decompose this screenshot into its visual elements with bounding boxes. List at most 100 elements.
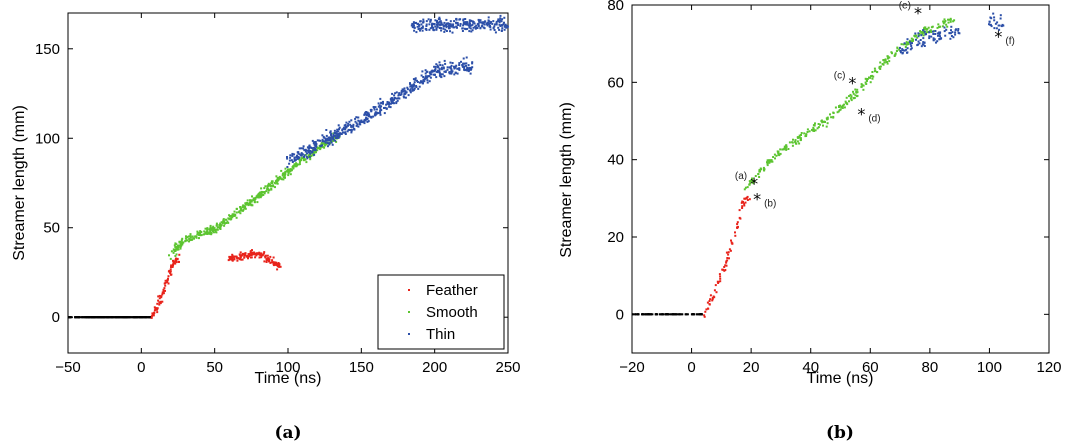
- data-point-thin: [300, 153, 303, 156]
- data-point-feather: [158, 301, 161, 304]
- data-point-thin: [330, 132, 333, 135]
- data-point-smooth: [210, 232, 213, 234]
- data-point-smooth: [803, 132, 806, 135]
- data-point-smooth: [181, 243, 184, 246]
- data-point-thin: [448, 66, 451, 69]
- data-point-thin: [919, 39, 922, 41]
- data-point-thin: [348, 129, 351, 131]
- data-point-thin: [415, 86, 418, 88]
- data-point-smooth: [249, 199, 251, 202]
- data-point-thin: [330, 135, 333, 138]
- data-point-pre: [132, 316, 135, 319]
- data-point-smooth: [184, 237, 187, 240]
- data-point-feather: [744, 197, 747, 200]
- data-point-thin: [474, 25, 477, 28]
- data-point-thin: [289, 154, 292, 157]
- data-point-thin: [471, 62, 474, 65]
- data-point-thin: [485, 23, 488, 26]
- data-point-smooth: [246, 199, 249, 202]
- data-point-smooth: [259, 194, 262, 196]
- data-point-thin: [314, 141, 317, 144]
- data-point-smooth: [210, 233, 213, 236]
- data-point-smooth: [267, 184, 270, 187]
- data-point-thin: [932, 33, 935, 35]
- data-point-thin: [434, 67, 437, 70]
- data-point-thin: [370, 116, 373, 119]
- data-point-smooth: [332, 132, 335, 135]
- data-point-thin: [370, 110, 373, 112]
- data-point-thin: [468, 67, 471, 70]
- data-point-thin: [462, 18, 465, 21]
- data-point-feather: [748, 198, 751, 201]
- data-point-thin: [329, 130, 332, 133]
- data-point-thin: [355, 124, 358, 127]
- data-point-thin: [934, 33, 937, 35]
- data-point-smooth: [876, 71, 878, 73]
- data-point-feather: [272, 262, 275, 265]
- data-point-thin: [326, 139, 329, 142]
- data-point-smooth: [952, 20, 955, 23]
- legend-entry-thin: Thin: [408, 326, 455, 343]
- data-point-feather: [237, 257, 239, 260]
- data-point-smooth: [273, 181, 276, 184]
- data-point-smooth: [209, 224, 212, 227]
- data-point-thin: [379, 113, 382, 116]
- x-tick-label: 60: [862, 359, 879, 376]
- data-point-thin: [456, 72, 459, 75]
- data-point-thin: [412, 78, 415, 81]
- data-point-smooth: [848, 100, 850, 103]
- data-point-thin: [990, 25, 993, 28]
- data-point-thin: [450, 72, 453, 75]
- data-point-smooth: [275, 175, 278, 178]
- data-point-smooth: [930, 26, 933, 29]
- data-point-smooth: [292, 166, 295, 169]
- data-point-thin: [406, 88, 409, 91]
- data-point-thin: [417, 87, 420, 90]
- data-point-feather: [178, 253, 181, 256]
- y-tick-label: 0: [616, 306, 624, 323]
- data-point-feather: [272, 264, 275, 267]
- data-point-thin: [308, 155, 311, 158]
- data-point-smooth: [194, 235, 197, 238]
- data-point-thin: [438, 61, 441, 64]
- data-point-feather: [254, 256, 257, 259]
- data-point-smooth: [263, 187, 266, 190]
- data-point-pre: [644, 313, 647, 316]
- data-point-thin: [413, 26, 416, 29]
- data-point-thin: [436, 25, 439, 28]
- data-point-thin: [471, 23, 474, 26]
- data-point-smooth: [178, 241, 181, 244]
- data-point-smooth: [307, 156, 310, 158]
- data-point-thin: [291, 152, 294, 155]
- data-point-thin: [922, 37, 925, 40]
- data-point-smooth: [229, 218, 232, 221]
- data-point-thin: [493, 29, 496, 31]
- data-point-thin: [451, 70, 454, 73]
- data-point-thin: [413, 87, 416, 90]
- data-point-thin: [368, 113, 371, 116]
- data-point-thin: [344, 133, 347, 135]
- data-point-thin: [936, 32, 939, 35]
- data-point-smooth: [244, 203, 247, 206]
- data-point-smooth: [310, 155, 313, 157]
- data-point-thin: [435, 27, 438, 30]
- data-point-feather: [264, 254, 267, 257]
- data-point-smooth: [320, 142, 323, 144]
- legend-label-thin: Thin: [426, 326, 455, 343]
- data-point-smooth: [894, 52, 897, 55]
- data-point-thin: [940, 37, 943, 40]
- data-point-thin: [439, 73, 442, 76]
- data-point-smooth: [244, 207, 247, 210]
- data-point-smooth: [189, 235, 192, 238]
- data-point-smooth: [177, 248, 180, 251]
- data-point-smooth: [270, 187, 273, 190]
- data-point-thin: [468, 26, 471, 29]
- data-point-thin: [938, 31, 941, 34]
- data-point-pre: [666, 313, 669, 316]
- data-point-smooth: [274, 182, 277, 185]
- data-point-feather: [276, 262, 279, 265]
- data-point-thin: [359, 123, 362, 126]
- data-point-thin: [440, 27, 443, 30]
